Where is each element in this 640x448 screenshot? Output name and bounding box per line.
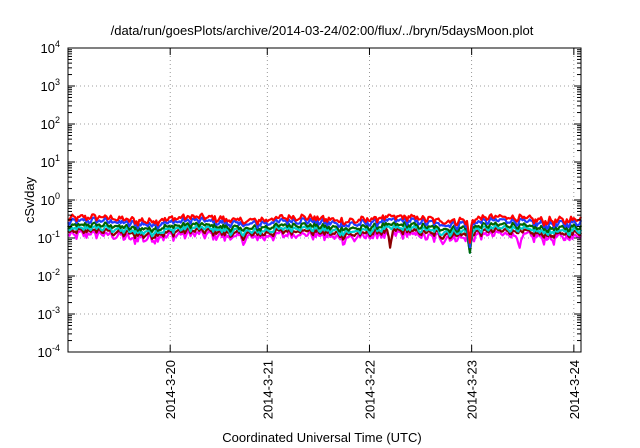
series-line <box>67 229 582 249</box>
x-axis-label: Coordinated Universal Time (UTC) <box>222 430 421 445</box>
y-tick-label: 10-4 <box>38 343 60 360</box>
series-line <box>67 221 583 254</box>
y-tick-label: 104 <box>41 39 60 56</box>
y-tick-label: 100 <box>41 191 60 208</box>
y-tick-label: 101 <box>41 153 60 170</box>
grid <box>68 48 581 352</box>
y-tick-label: 102 <box>41 115 60 132</box>
chart-title: /data/run/goesPlots/archive/2014-03-24/0… <box>111 23 534 38</box>
x-tick-label: 2014-3-20 <box>163 360 178 419</box>
y-ticks: 10-4 10-3 10-2 10-1 100 101 102 103 104 <box>38 39 581 360</box>
x-tick-label: 2014-3-23 <box>465 360 480 419</box>
x-tick-label: 2014-3-21 <box>260 360 275 419</box>
series-line <box>67 223 583 254</box>
x-tick-label: 2014-3-22 <box>362 360 377 419</box>
series-line <box>67 226 582 254</box>
y-axis-label: cSv/day <box>22 176 37 223</box>
x-tick-label: 2014-3-24 <box>567 360 582 419</box>
x-ticks: 2014-3-20 2014-3-21 2014-3-22 2014-3-23 2014… <box>163 48 582 419</box>
series-line <box>67 212 582 244</box>
series-line <box>67 216 583 249</box>
y-tick-label: 10-3 <box>38 305 60 322</box>
y-tick-label: 10-2 <box>38 267 60 284</box>
y-tick-label: 103 <box>41 77 60 94</box>
y-tick-label: 10-1 <box>38 229 60 246</box>
series-layer <box>67 212 583 254</box>
